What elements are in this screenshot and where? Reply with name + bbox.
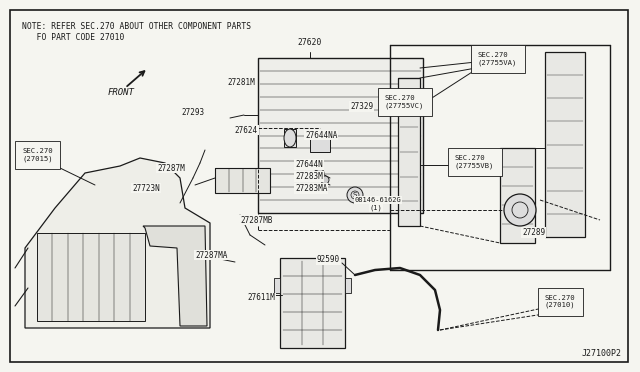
Text: 27289: 27289 <box>522 228 545 237</box>
Text: 92590: 92590 <box>317 256 340 264</box>
Text: (1): (1) <box>370 205 383 211</box>
Bar <box>398 78 420 226</box>
Text: SEC.270
(27015): SEC.270 (27015) <box>22 148 52 161</box>
Bar <box>37 233 145 321</box>
Bar <box>345 278 351 293</box>
Text: 27620: 27620 <box>298 38 322 47</box>
Bar <box>310 138 330 152</box>
Text: SEC.270
(27010): SEC.270 (27010) <box>545 295 575 308</box>
Text: 27293: 27293 <box>182 108 205 116</box>
Polygon shape <box>25 158 210 328</box>
Text: SEC.270
(27755VA): SEC.270 (27755VA) <box>478 52 517 65</box>
Text: SEC.270
(27755VB): SEC.270 (27755VB) <box>455 155 494 169</box>
Text: S: S <box>353 192 357 198</box>
Bar <box>284 129 296 147</box>
Polygon shape <box>143 226 207 326</box>
Text: 08146-6162G: 08146-6162G <box>355 197 402 203</box>
Circle shape <box>347 187 363 203</box>
Circle shape <box>504 194 536 226</box>
Text: 27620: 27620 <box>298 41 321 50</box>
Text: 27281M: 27281M <box>227 78 255 87</box>
Text: FO PART CODE 27010: FO PART CODE 27010 <box>22 33 124 42</box>
Bar <box>280 258 345 348</box>
Text: 27287MA: 27287MA <box>195 250 227 260</box>
Circle shape <box>316 169 324 177</box>
Text: NOTE: REFER SEC.270 ABOUT OTHER COMPONENT PARTS: NOTE: REFER SEC.270 ABOUT OTHER COMPONEN… <box>22 22 251 31</box>
Bar <box>215 168 270 193</box>
Text: 27283M: 27283M <box>295 172 323 181</box>
Bar <box>274 278 280 293</box>
Ellipse shape <box>284 129 296 147</box>
Text: 27611M: 27611M <box>247 294 275 302</box>
Text: SEC.270
(27755VC): SEC.270 (27755VC) <box>385 95 424 109</box>
Bar <box>500 148 535 243</box>
Text: 27624: 27624 <box>235 125 258 135</box>
Bar <box>545 52 585 237</box>
Text: 27283MA: 27283MA <box>295 184 328 193</box>
Text: FRONT: FRONT <box>108 88 135 97</box>
Circle shape <box>321 176 329 184</box>
Text: J27100P2: J27100P2 <box>582 349 622 358</box>
Text: 27329: 27329 <box>350 102 373 111</box>
Text: 27287M: 27287M <box>157 164 185 173</box>
Text: 27287MB: 27287MB <box>240 215 273 224</box>
Bar <box>258 58 423 213</box>
Text: 27644N: 27644N <box>295 160 323 169</box>
Text: 27723N: 27723N <box>132 183 160 192</box>
Text: 27644NA: 27644NA <box>305 131 337 140</box>
